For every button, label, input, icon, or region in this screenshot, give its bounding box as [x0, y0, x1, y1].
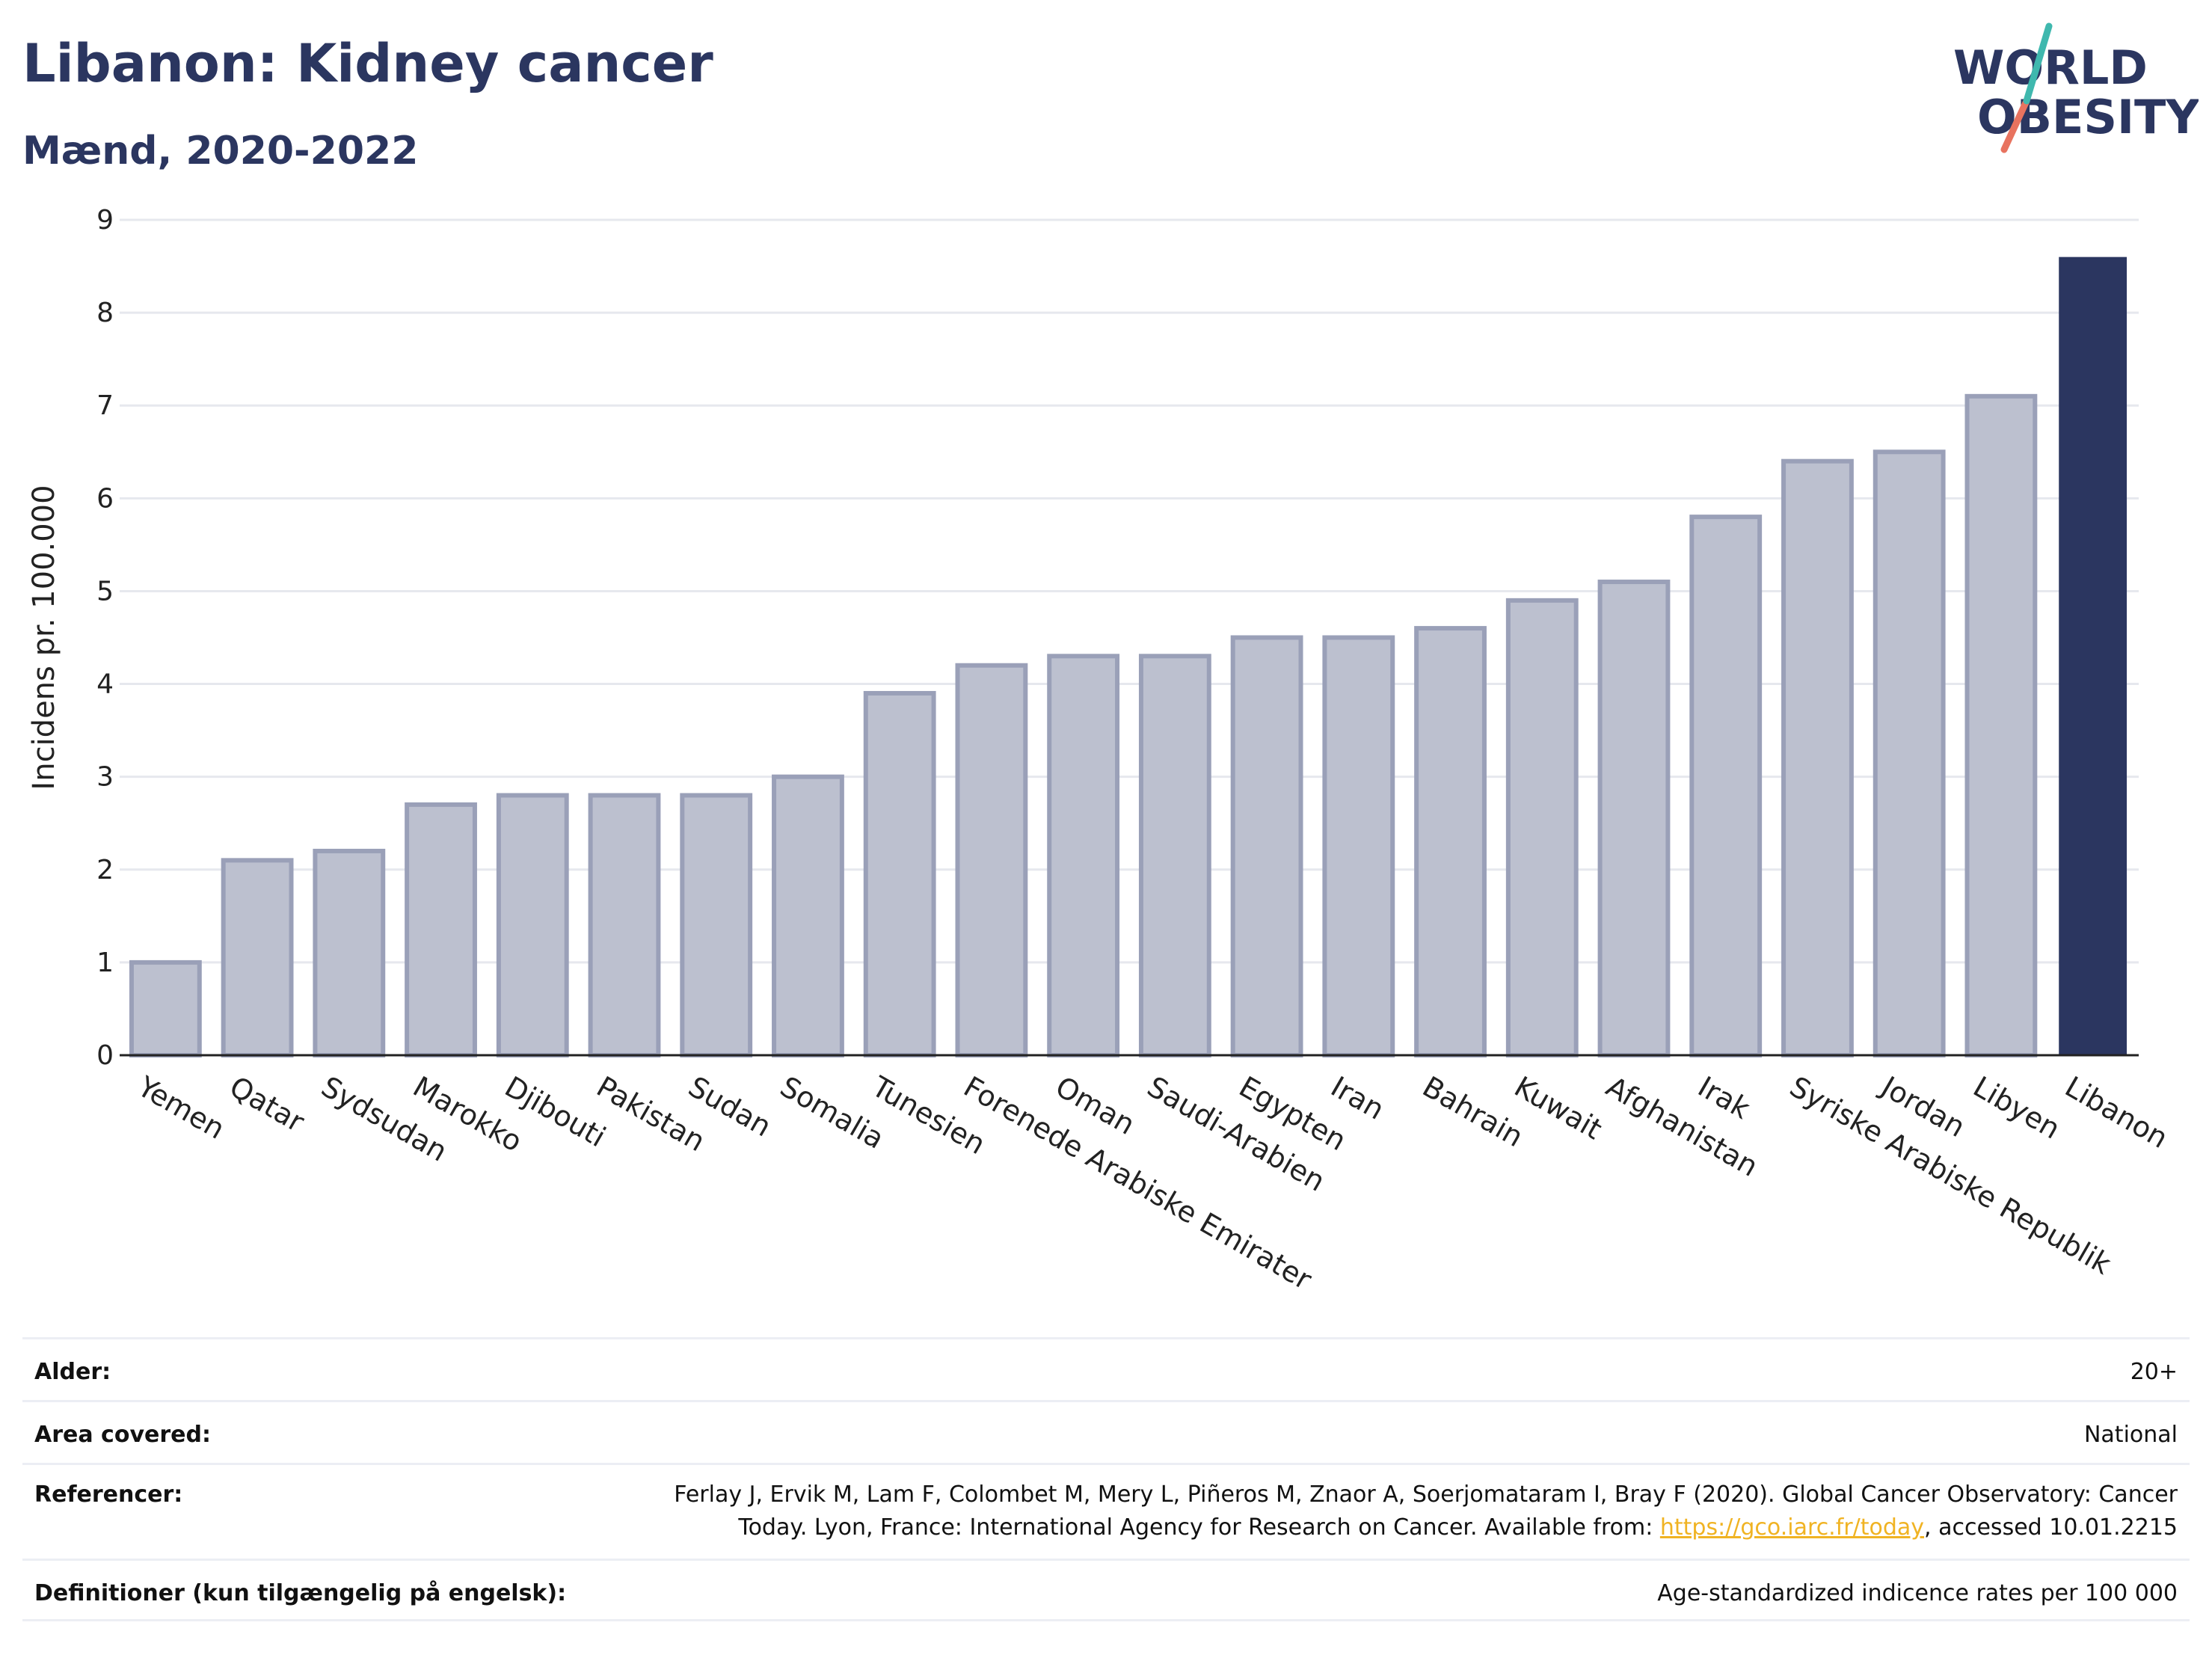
x-tick-label: Kuwait — [1509, 1070, 1608, 1146]
area-row: Area covered: National — [22, 1400, 2190, 1463]
y-tick-label: 5 — [96, 576, 114, 607]
bar — [1689, 515, 1763, 1057]
bar — [680, 793, 753, 1057]
chart-title: Libanon: Kidney cancer — [22, 33, 713, 94]
chart-subtitle: Mænd, 2020-2022 — [22, 129, 419, 174]
logo-slash-lower — [2000, 97, 2030, 153]
definitions-label: Definitioner (kun tilgængelig på engelsk… — [34, 1580, 567, 1606]
bar — [1505, 598, 1579, 1057]
y-tick-label: 0 — [96, 1040, 114, 1071]
bar — [2059, 257, 2127, 1056]
age-row: Alder: 20+ — [22, 1337, 2190, 1400]
world-obesity-logo: WORLD OBESITY — [1953, 22, 2199, 153]
age-label: Alder: — [34, 1359, 111, 1385]
references-text-2: Today. Lyon, France: International Agenc… — [738, 1514, 1660, 1541]
area-value: National — [2083, 1422, 2178, 1448]
x-tick-label: Libanon — [2059, 1070, 2173, 1155]
bar — [772, 774, 844, 1057]
logo-line-1: WORLD — [1953, 40, 2148, 95]
references-text-1: Ferlay J, Ervik M, Lam F, Colombet M, Me… — [674, 1481, 2178, 1508]
y-tick-label: 3 — [96, 762, 114, 793]
bar — [1047, 654, 1120, 1057]
bar — [496, 793, 569, 1057]
x-tick-label: Qatar — [224, 1070, 310, 1139]
y-tick-label: 4 — [96, 669, 114, 700]
bar — [1781, 458, 1854, 1057]
x-tick-label: Bahrain — [1417, 1070, 1529, 1154]
y-tick-label: 1 — [96, 948, 114, 978]
x-tick-label: Yemen — [132, 1069, 230, 1146]
bar — [1414, 626, 1487, 1057]
y-tick-label: 9 — [96, 205, 114, 236]
x-tick-label: Irak — [1692, 1070, 1755, 1126]
logo-slash-upper — [2023, 22, 2053, 105]
y-tick-label: 2 — [96, 855, 114, 885]
bar — [1230, 635, 1303, 1057]
area-label: Area covered: — [34, 1422, 211, 1448]
references-link[interactable]: https://gco.iarc.fr/today — [1659, 1514, 1925, 1541]
y-tick-label: 8 — [96, 298, 114, 328]
bar — [1872, 449, 1946, 1057]
bar-chart: 0 1 2 3 4 5 6 7 8 9 Incidens pr. 100.000 YemenQatar… — [27, 205, 2174, 1296]
x-tick-label: Libyen — [1967, 1070, 2065, 1146]
bar — [1597, 580, 1671, 1057]
bar — [1322, 635, 1395, 1057]
bar — [588, 793, 661, 1057]
bar — [221, 858, 294, 1058]
x-tick-label: Iran — [1325, 1070, 1389, 1126]
info-table: Alder: 20+ Area covered: National Refere… — [22, 1337, 2190, 1621]
y-axis-label: Incidens pr. 100.000 — [27, 485, 61, 790]
y-tick-label: 7 — [96, 390, 114, 421]
bar — [1138, 654, 1211, 1057]
definitions-value: Age-standardized indicence rates per 100… — [1657, 1580, 2178, 1606]
references-label: Referencer: — [34, 1481, 183, 1508]
bar — [313, 848, 386, 1057]
bar — [405, 802, 477, 1058]
age-value: 20+ — [2130, 1359, 2178, 1385]
bar — [129, 959, 202, 1058]
x-tick-label: Somalia — [775, 1070, 890, 1155]
references-value: Ferlay J, Ervik M, Lam F, Colombet M, Me… — [674, 1479, 2178, 1544]
bar — [955, 663, 1028, 1057]
bar — [1964, 393, 2038, 1057]
definitions-row: Definitioner (kun tilgængelig på engelsk… — [22, 1559, 2190, 1621]
y-tick-label: 6 — [96, 483, 114, 514]
references-text-3: , accessed 10.01.2215 — [1924, 1514, 2178, 1541]
references-row: Referencer: Ferlay J, Ervik M, Lam F, Co… — [22, 1463, 2190, 1559]
bar — [863, 690, 936, 1057]
